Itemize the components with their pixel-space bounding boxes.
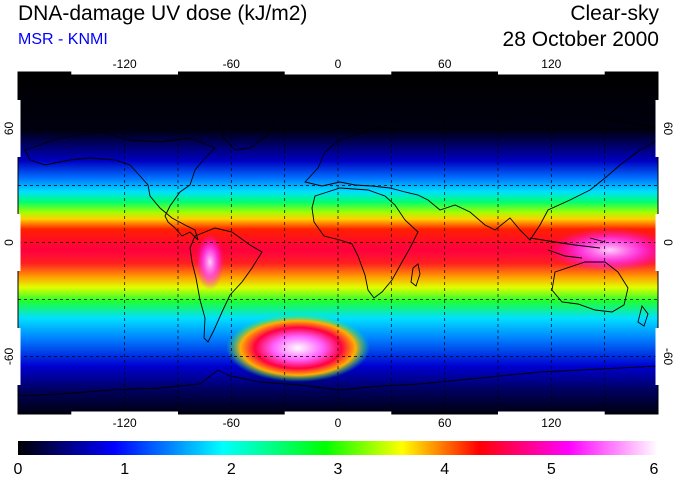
sky-condition-label: Clear-sky xyxy=(570,2,659,25)
map-title: DNA-damage UV dose (kJ/m2) xyxy=(18,2,308,25)
lon-label-bottom-60: 60 xyxy=(438,416,452,430)
lon-label-top-0: 0 xyxy=(335,57,342,71)
lon-label-top-minus-120: -120 xyxy=(113,57,137,71)
lat-label-right-60: 60 xyxy=(661,122,675,136)
lon-label-bottom-minus-60: -60 xyxy=(223,416,241,430)
lon-label-top-60: 60 xyxy=(438,57,452,71)
colorbar-tick-6: 6 xyxy=(650,461,659,478)
colorbar-tick-5: 5 xyxy=(547,461,556,478)
lat-labels-left: 60 0 -60 xyxy=(2,122,16,366)
frame-ticks-sides xyxy=(17,100,659,385)
lat-label-left-60: 60 xyxy=(2,122,16,136)
colorbar-tick-3: 3 xyxy=(334,461,343,478)
date-label: 28 October 2000 xyxy=(502,28,659,51)
coastlines xyxy=(18,111,658,397)
lat-label-left-minus-60: -60 xyxy=(2,348,16,366)
coastline-australia xyxy=(551,261,629,313)
uv-hotspot-south-atlantic xyxy=(226,314,370,382)
map-frame xyxy=(17,71,659,415)
lon-label-top-120: 120 xyxy=(541,57,561,71)
lat-label-right-minus-60: -60 xyxy=(661,348,675,366)
uv-hotspot-indonesia xyxy=(550,228,658,272)
lat-label-left-0: 0 xyxy=(2,239,16,246)
lon-label-bottom-120: 120 xyxy=(541,416,561,430)
uv-field xyxy=(18,72,658,414)
colorbar-tick-4: 4 xyxy=(440,461,449,478)
coastline-new-zealand xyxy=(637,304,649,327)
uv-hotspot-andes xyxy=(196,234,224,290)
coastline-greenland xyxy=(217,111,276,151)
colorbar-tick-1: 1 xyxy=(120,461,129,478)
lon-label-top-minus-60: -60 xyxy=(223,57,241,71)
colorbar-labels: 0 1 2 3 4 5 6 xyxy=(14,461,659,478)
colorbar-tick-2: 2 xyxy=(227,461,236,478)
coastline-africa xyxy=(311,187,419,299)
coastline-europe-asia xyxy=(304,111,658,241)
lat-label-right-0: 0 xyxy=(661,239,675,246)
lon-labels-bottom: -120 -60 0 60 120 xyxy=(113,416,562,430)
coastline-indonesia xyxy=(529,237,606,259)
lon-labels-top: -120 -60 0 60 120 xyxy=(113,57,562,71)
coastline-north-america xyxy=(24,131,216,241)
coastline-madagascar xyxy=(410,263,421,287)
coastline-antarctica xyxy=(18,365,658,397)
colorbar-tick-0: 0 xyxy=(14,461,23,478)
colorbar-gradient xyxy=(18,441,658,455)
source-label: MSR - KNMI xyxy=(18,31,108,48)
lat-labels-right: 60 0 -60 xyxy=(661,122,675,366)
colorbar: 0 1 2 3 4 5 6 xyxy=(14,441,659,478)
lon-label-bottom-0: 0 xyxy=(335,416,342,430)
gridlines xyxy=(18,72,658,414)
lon-label-bottom-minus-120: -120 xyxy=(113,416,137,430)
